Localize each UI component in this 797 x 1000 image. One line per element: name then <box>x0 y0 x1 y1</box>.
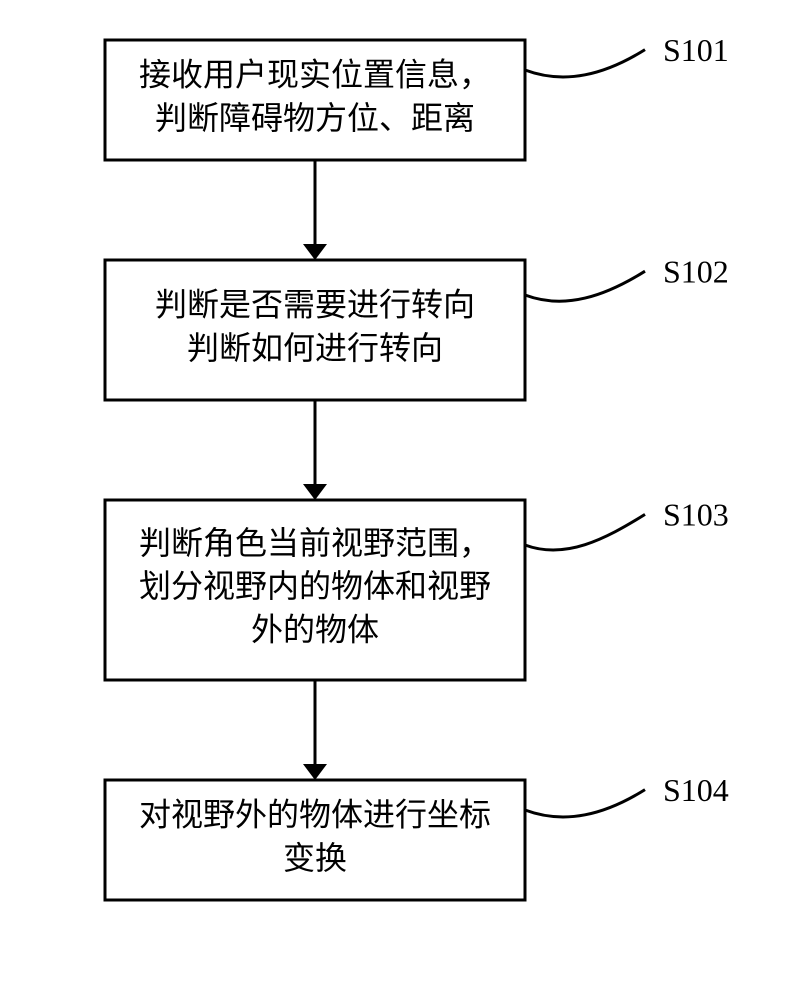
flow-arrowhead <box>303 484 327 500</box>
flow-box-text: 接收用户现实位置信息，判断障碍物方位、距离 <box>139 57 491 136</box>
flow-box-text: 判断角色当前视野范围，划分视野内的物体和视野外的物体 <box>139 525 491 647</box>
label-leader <box>525 790 645 817</box>
step-label-s101: S101 <box>663 32 729 68</box>
flow-step-s102: 判断是否需要进行转向判断如何进行转向 <box>105 260 525 400</box>
flow-step-s101: 接收用户现实位置信息，判断障碍物方位、距离 <box>105 40 525 160</box>
flow-step-s103: 判断角色当前视野范围，划分视野内的物体和视野外的物体 <box>105 500 525 680</box>
flow-step-s104: 对视野外的物体进行坐标变换 <box>105 780 525 900</box>
step-label-s102: S102 <box>663 253 729 289</box>
flow-arrowhead <box>303 244 327 260</box>
label-leader <box>525 50 645 77</box>
flow-box-text: 对视野外的物体进行坐标变换 <box>139 797 491 876</box>
flow-arrowhead <box>303 764 327 780</box>
step-label-s103: S103 <box>663 497 729 533</box>
flow-box-text: 判断是否需要进行转向判断如何进行转向 <box>155 287 475 366</box>
step-label-s104: S104 <box>663 772 729 808</box>
label-leader <box>525 514 645 550</box>
label-leader <box>525 271 645 301</box>
